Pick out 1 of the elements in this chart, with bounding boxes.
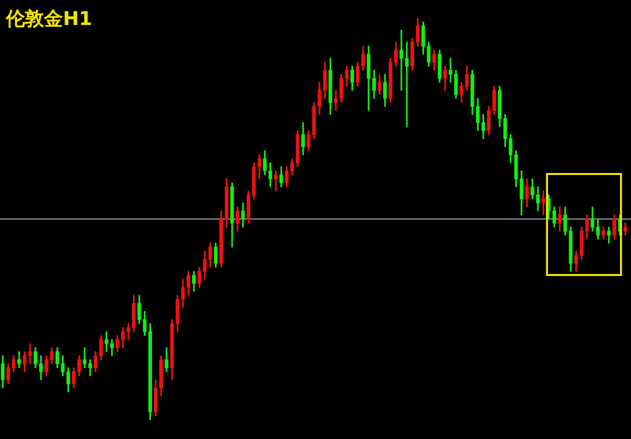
chart-title: 伦敦金H1 bbox=[6, 7, 92, 32]
